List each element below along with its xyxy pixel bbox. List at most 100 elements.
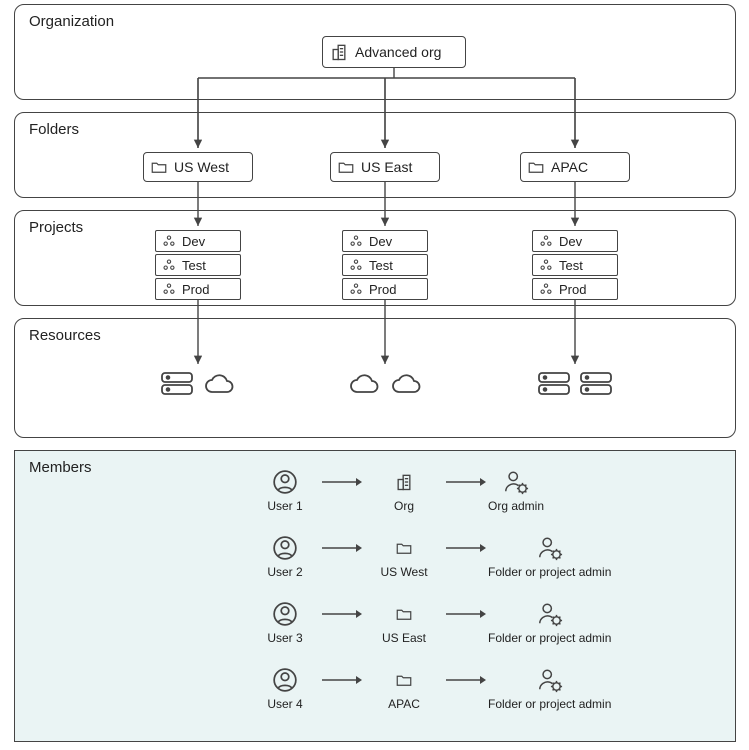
member-role-label: Folder or project admin — [488, 697, 611, 711]
building-icon — [394, 468, 414, 496]
resource-group-apac — [537, 370, 613, 398]
cluster-icon — [348, 281, 364, 297]
project-label: Prod — [182, 282, 209, 297]
section-title-organization: Organization — [29, 13, 114, 30]
project-box: Prod — [155, 278, 241, 300]
project-box: Prod — [342, 278, 428, 300]
cluster-icon — [161, 233, 177, 249]
cluster-icon — [348, 257, 364, 273]
folder-icon — [150, 158, 168, 176]
member-target: US West — [364, 534, 444, 579]
section-title-resources: Resources — [29, 327, 101, 344]
folder-icon — [395, 666, 413, 694]
cluster-icon — [348, 233, 364, 249]
cloud-icon — [347, 370, 381, 398]
member-user: User 3 — [250, 600, 320, 645]
member-role: Folder or project admin — [488, 600, 611, 645]
section-title-projects: Projects — [29, 219, 83, 236]
member-target: US East — [364, 600, 444, 645]
member-role: Folder or project admin — [488, 666, 611, 711]
project-box: Dev — [155, 230, 241, 252]
folder-apac: APAC — [520, 152, 630, 182]
cloud-icon — [202, 370, 236, 398]
cluster-icon — [538, 281, 554, 297]
user-icon — [272, 534, 298, 562]
cluster-icon — [538, 233, 554, 249]
member-user: User 1 — [250, 468, 320, 513]
member-role-label: Org admin — [488, 499, 544, 513]
server-icon — [160, 370, 194, 398]
member-user: User 2 — [250, 534, 320, 579]
member-row: User 3 US East Folder or project admin — [250, 600, 611, 645]
project-label: Test — [559, 258, 583, 273]
member-role-label: Folder or project admin — [488, 631, 611, 645]
org-node-label: Advanced org — [355, 44, 441, 60]
member-role: Folder or project admin — [488, 534, 611, 579]
project-label: Test — [369, 258, 393, 273]
project-label: Dev — [559, 234, 582, 249]
arrow-icon — [320, 542, 364, 554]
user-icon — [272, 468, 298, 496]
resource-group-east — [347, 370, 423, 398]
folder-icon — [337, 158, 355, 176]
member-user-label: User 4 — [267, 697, 302, 711]
member-target: Org — [364, 468, 444, 513]
project-label: Prod — [369, 282, 396, 297]
project-box: Dev — [342, 230, 428, 252]
project-label: Test — [182, 258, 206, 273]
member-role-label: Folder or project admin — [488, 565, 611, 579]
folder-us-west: US West — [143, 152, 253, 182]
member-target-label: APAC — [388, 697, 420, 711]
user-icon — [272, 600, 298, 628]
project-box: Prod — [532, 278, 618, 300]
member-row: User 4 APAC Folder or project admin — [250, 666, 611, 711]
member-user-label: User 2 — [267, 565, 302, 579]
folder-us-east: US East — [330, 152, 440, 182]
resource-group-west — [160, 370, 236, 398]
folder-icon — [395, 600, 413, 628]
arrow-icon — [444, 608, 488, 620]
section-title-members: Members — [29, 459, 92, 476]
member-role: Org admin — [488, 468, 544, 513]
project-box: Test — [342, 254, 428, 276]
arrow-icon — [320, 608, 364, 620]
member-target-label: US East — [382, 631, 426, 645]
project-label: Prod — [559, 282, 586, 297]
folder-label: APAC — [551, 159, 588, 175]
project-box: Dev — [532, 230, 618, 252]
arrow-icon — [320, 674, 364, 686]
server-icon — [537, 370, 571, 398]
admin-icon — [503, 468, 529, 496]
folder-label: US East — [361, 159, 412, 175]
org-node: Advanced org — [322, 36, 466, 68]
cluster-icon — [161, 257, 177, 273]
admin-icon — [537, 600, 563, 628]
arrow-icon — [444, 542, 488, 554]
folder-icon — [527, 158, 545, 176]
cloud-icon — [389, 370, 423, 398]
server-icon — [579, 370, 613, 398]
member-user-label: User 3 — [267, 631, 302, 645]
building-icon — [329, 42, 349, 62]
folder-icon — [395, 534, 413, 562]
admin-icon — [537, 666, 563, 694]
project-label: Dev — [369, 234, 392, 249]
member-user: User 4 — [250, 666, 320, 711]
arrow-icon — [444, 476, 488, 488]
project-box: Test — [532, 254, 618, 276]
folder-label: US West — [174, 159, 229, 175]
member-row: User 2 US West Folder or project admin — [250, 534, 611, 579]
member-target-label: US West — [380, 565, 427, 579]
project-label: Dev — [182, 234, 205, 249]
cluster-icon — [161, 281, 177, 297]
section-title-folders: Folders — [29, 121, 79, 138]
member-target: APAC — [364, 666, 444, 711]
member-target-label: Org — [394, 499, 414, 513]
admin-icon — [537, 534, 563, 562]
member-user-label: User 1 — [267, 499, 302, 513]
arrow-icon — [444, 674, 488, 686]
member-row: User 1 Org Org admin — [250, 468, 544, 513]
arrow-icon — [320, 476, 364, 488]
cluster-icon — [538, 257, 554, 273]
project-box: Test — [155, 254, 241, 276]
